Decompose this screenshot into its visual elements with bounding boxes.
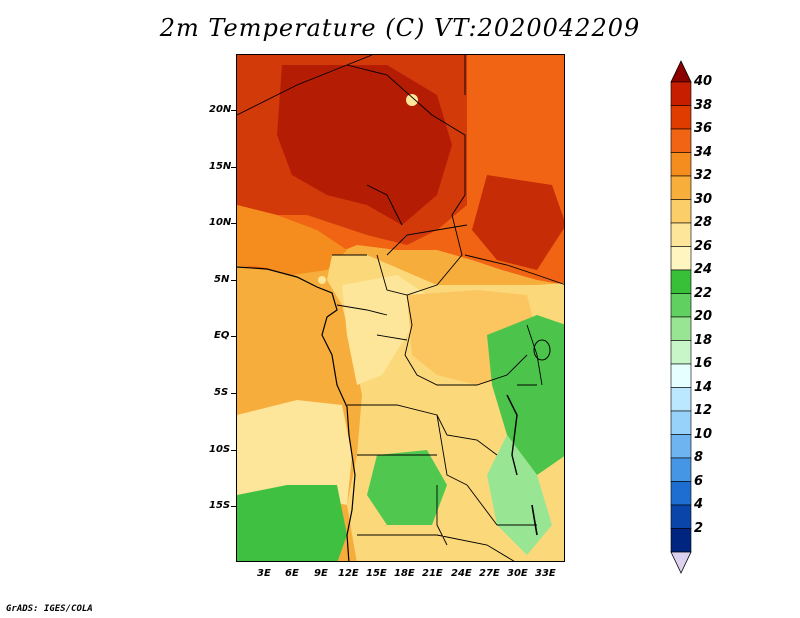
lon-label: 24E bbox=[451, 568, 472, 579]
lon-label: 18E bbox=[394, 568, 415, 579]
tick bbox=[231, 280, 236, 281]
colorbar-label: 20 bbox=[694, 309, 713, 324]
colorbar-segment bbox=[670, 175, 692, 200]
colorbar-label: 2 bbox=[694, 520, 704, 536]
lake-victoria bbox=[533, 339, 551, 361]
ocean-south-region bbox=[237, 400, 352, 505]
hot-spot bbox=[406, 94, 418, 106]
eastern-green-region bbox=[487, 315, 564, 475]
colorbar-label: 40 bbox=[694, 74, 713, 89]
tick bbox=[231, 450, 236, 451]
colorbar-label: 18 bbox=[694, 332, 713, 348]
lon-label: 33E bbox=[535, 568, 556, 579]
colorbar-segment bbox=[670, 340, 692, 365]
map-title: 2m Temperature (C) VT:2020042209 bbox=[159, 14, 641, 42]
colorbar-segment bbox=[670, 481, 692, 506]
colorbar-label: 12 bbox=[694, 403, 713, 418]
tick bbox=[231, 110, 236, 111]
colorbar-segment bbox=[670, 246, 692, 271]
colorbar-segment bbox=[670, 293, 692, 318]
lon-label: 27E bbox=[479, 568, 500, 579]
lat-label: 5N bbox=[214, 274, 230, 285]
colorbar-label: 4 bbox=[694, 497, 704, 512]
lat-label: 15N bbox=[209, 161, 232, 172]
sudan-hot-region bbox=[472, 175, 564, 270]
colorbar-segment bbox=[670, 152, 692, 177]
lon-label: 12E bbox=[338, 568, 359, 579]
colorbar-segment bbox=[670, 316, 692, 341]
lon-label: 15E bbox=[366, 568, 387, 579]
colorbar-label: 26 bbox=[694, 238, 713, 254]
colorbar-segment bbox=[670, 434, 692, 459]
colorbar-segment bbox=[670, 269, 692, 294]
colorbar-segment bbox=[670, 128, 692, 153]
cameroon-region bbox=[342, 275, 427, 385]
colorbar-label: 16 bbox=[694, 356, 713, 371]
colorbar-segment bbox=[670, 457, 692, 482]
colorbar-label: 8 bbox=[694, 450, 704, 465]
lake-malawi bbox=[531, 504, 538, 536]
lon-label: 3E bbox=[257, 568, 271, 579]
colorbar-label: 36 bbox=[694, 121, 713, 136]
colorbar-segment bbox=[670, 363, 692, 388]
colorbar-label: 10 bbox=[694, 426, 713, 442]
lat-label: 10S bbox=[209, 444, 231, 455]
tick bbox=[231, 506, 236, 507]
colorbar-segment bbox=[670, 105, 692, 130]
lake-tanganyika bbox=[506, 394, 518, 476]
lat-label: 20N bbox=[209, 104, 232, 115]
colorbar-label: 30 bbox=[694, 191, 713, 207]
lat-label: 10N bbox=[209, 217, 232, 228]
lat-label: EQ bbox=[214, 330, 230, 341]
southern-green-region bbox=[237, 485, 347, 561]
sahara-core-region bbox=[277, 65, 452, 225]
colorbar-bottom-triangle bbox=[670, 551, 692, 574]
colorbar-top-triangle bbox=[670, 60, 692, 83]
colorbar-label: 34 bbox=[694, 144, 713, 160]
tick bbox=[231, 336, 236, 337]
credit-text: GrADS: IGES/COLA bbox=[6, 604, 93, 614]
lat-label: 5S bbox=[214, 387, 229, 398]
temperature-map bbox=[236, 54, 565, 562]
lon-label: 21E bbox=[422, 568, 443, 579]
colorbar-segment bbox=[670, 222, 692, 247]
colorbar-label: 38 bbox=[694, 97, 713, 113]
tick bbox=[231, 167, 236, 168]
coast-region bbox=[237, 205, 347, 275]
colorbar-label: 22 bbox=[694, 285, 713, 301]
tick bbox=[231, 393, 236, 394]
colorbar-label: 24 bbox=[694, 262, 713, 277]
colorbar-segment bbox=[670, 199, 692, 224]
colorbar-label: 32 bbox=[694, 168, 713, 183]
colorbar-label: 6 bbox=[694, 473, 704, 489]
lon-label: 30E bbox=[507, 568, 528, 579]
colorbar-label: 28 bbox=[694, 215, 713, 230]
coastline bbox=[237, 266, 356, 561]
lon-label: 6E bbox=[285, 568, 299, 579]
colorbar-label: 14 bbox=[694, 379, 713, 395]
country-borders bbox=[237, 55, 564, 561]
tick bbox=[231, 223, 236, 224]
lat-label: 15S bbox=[209, 500, 231, 511]
colorbar-segment bbox=[670, 387, 692, 412]
colorbar-segment bbox=[670, 81, 692, 106]
lon-label: 9E bbox=[314, 568, 328, 579]
angola-green-region bbox=[367, 450, 447, 525]
colorbar-segment bbox=[670, 528, 692, 553]
colorbar-segment bbox=[670, 504, 692, 529]
colorbar-segment bbox=[670, 410, 692, 435]
hot-spot bbox=[318, 276, 326, 284]
colorbar bbox=[670, 60, 692, 574]
